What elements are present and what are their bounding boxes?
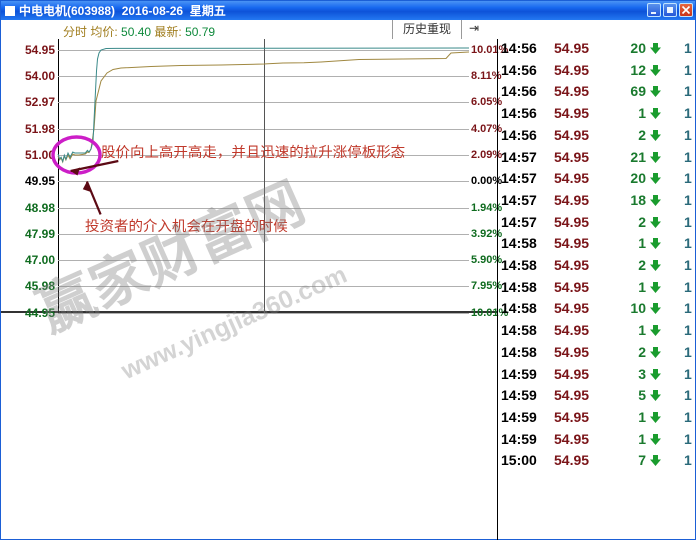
svg-text:投资者的介入机会在开盘的时候: 投资者的介入机会在开盘的时候 <box>85 217 288 235</box>
svg-text:股价向上高开高走，并且迅速的拉升涨停板形态: 股价向上高开高走，并且迅速的拉升涨停板形态 <box>101 143 405 161</box>
